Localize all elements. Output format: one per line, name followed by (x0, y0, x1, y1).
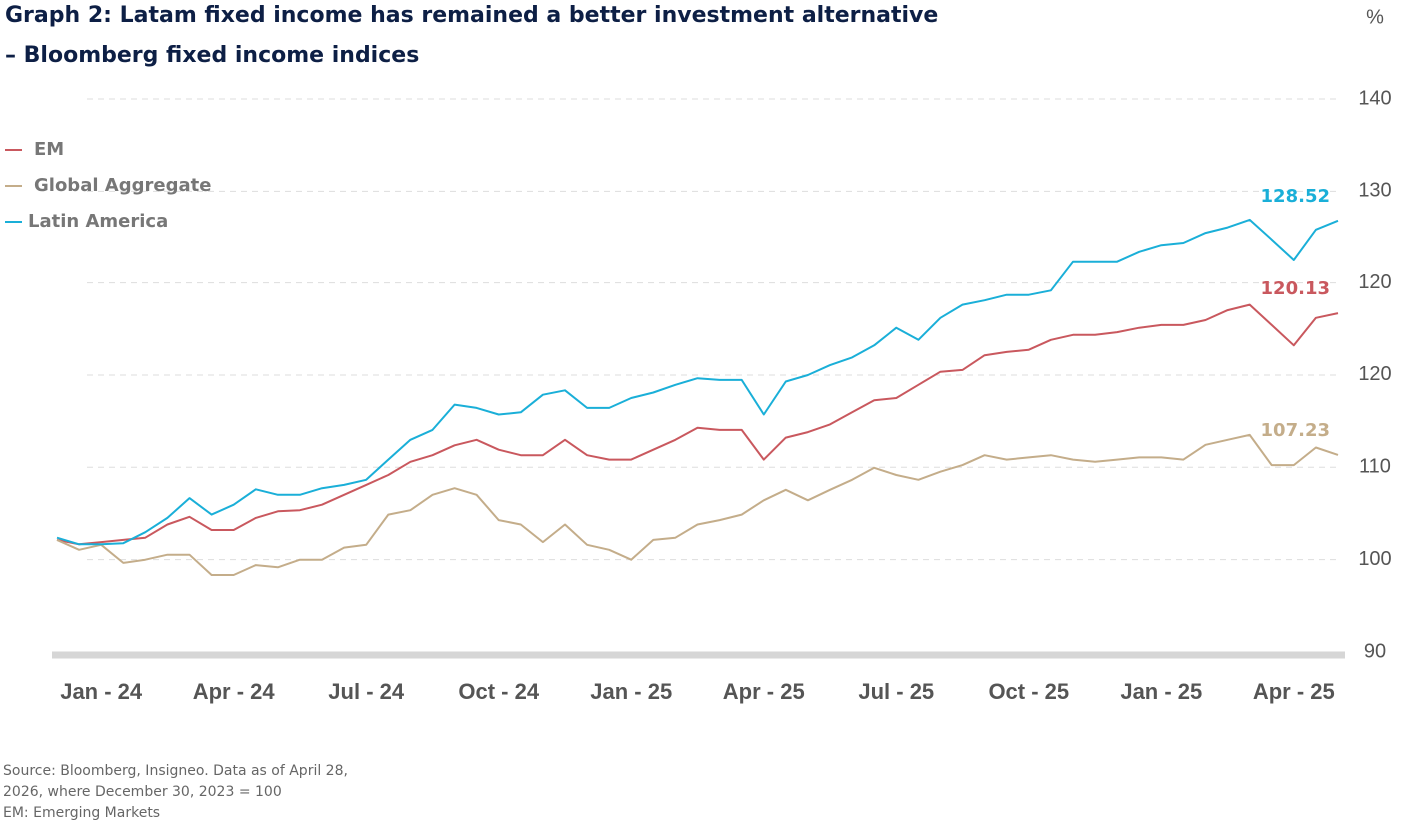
legend-label: Latin America (28, 211, 168, 232)
data-label: 107.23 (1261, 420, 1330, 441)
x-tick-label: Jan - 25 (590, 679, 672, 704)
legend-label: EM (34, 139, 64, 160)
series-line (56, 433, 1339, 576)
y-tick-label: 130 (1358, 180, 1391, 202)
source-note: EM: Emerging Markets (3, 805, 160, 821)
y-tick-label: 120 (1358, 271, 1391, 293)
x-tick-label: Jan - 24 (60, 679, 143, 704)
y-tick-label: 120 (1358, 363, 1391, 385)
x-tick-label: Apr - 25 (723, 679, 805, 704)
y-tick-label: 140 (1358, 87, 1391, 109)
y-tick-label: 110 (1359, 456, 1391, 478)
chart-subtitle: – Bloomberg fixed income indices (5, 43, 419, 68)
y-tick-label: 90 (1364, 640, 1386, 662)
y-tick-label: 100 (1358, 548, 1391, 570)
data-label: 128.52 (1261, 186, 1330, 207)
data-label: 120.13 (1261, 278, 1330, 299)
x-tick-label: Jan - 25 (1120, 679, 1202, 704)
series-line (56, 218, 1339, 546)
x-tick-label: Apr - 24 (193, 679, 276, 704)
source-note: 2026, where December 30, 2023 = 100 (3, 784, 282, 800)
x-tick-label: Oct - 24 (458, 679, 539, 704)
x-tick-label: Jul - 25 (858, 679, 934, 704)
source-note: Source: Bloomberg, Insigneo. Data as of … (3, 763, 348, 779)
series-line (56, 303, 1339, 546)
x-tick-label: Oct - 25 (988, 679, 1069, 704)
y-axis-label: % (1366, 6, 1384, 28)
chart-title: Graph 2: Latam fixed income has remained… (5, 3, 938, 28)
x-tick-label: Apr - 25 (1253, 679, 1335, 704)
x-tick-label: Jul - 24 (328, 679, 405, 704)
legend-label: Global Aggregate (34, 175, 211, 196)
